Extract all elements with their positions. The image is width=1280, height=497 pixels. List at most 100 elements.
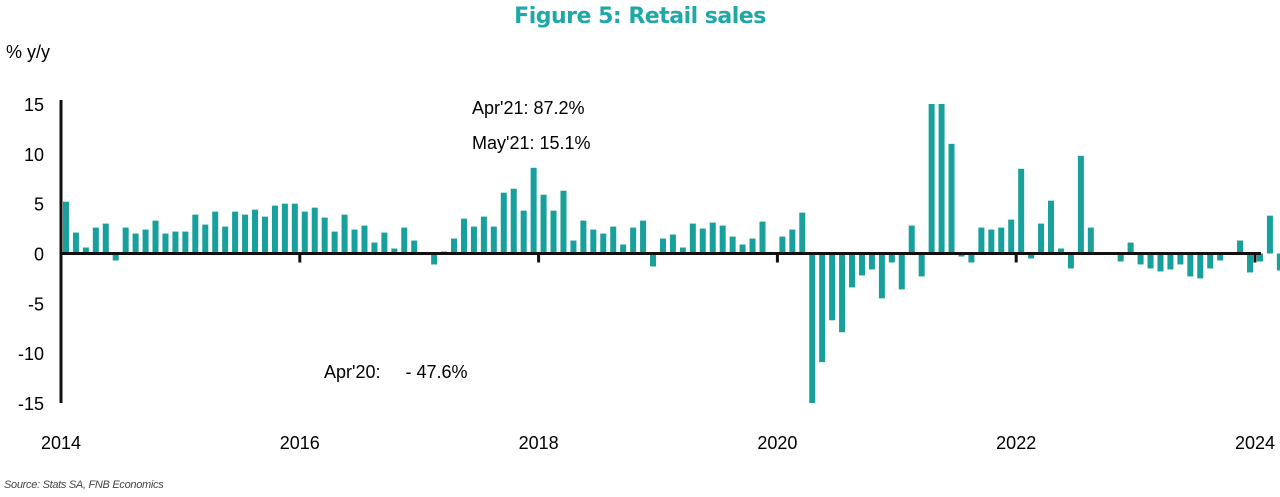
bar bbox=[729, 236, 736, 254]
bar bbox=[361, 225, 368, 254]
bar bbox=[1167, 253, 1174, 270]
bar bbox=[610, 226, 617, 254]
bar bbox=[918, 253, 925, 277]
bar bbox=[739, 244, 746, 254]
bar bbox=[451, 238, 458, 254]
bars-group bbox=[62, 104, 1280, 403]
bar bbox=[530, 167, 537, 254]
bar bbox=[520, 210, 527, 254]
bar bbox=[699, 228, 706, 254]
bar bbox=[978, 227, 985, 254]
bar bbox=[1127, 242, 1134, 254]
bar bbox=[281, 203, 288, 254]
annotation-apr21: Apr'21: 87.2% bbox=[472, 98, 585, 118]
annotation-may21: May'21: 15.1% bbox=[472, 133, 591, 153]
bar bbox=[182, 231, 189, 254]
bar bbox=[102, 223, 109, 254]
bar bbox=[1147, 253, 1154, 269]
bar bbox=[1177, 253, 1184, 265]
bar bbox=[1256, 253, 1263, 262]
bar bbox=[490, 226, 497, 254]
bar bbox=[1247, 253, 1254, 273]
bar bbox=[719, 225, 726, 254]
bar bbox=[998, 227, 1005, 254]
bar bbox=[162, 233, 169, 254]
bar bbox=[1207, 253, 1214, 269]
bar bbox=[858, 253, 865, 276]
y-tick-label: -15 bbox=[18, 394, 44, 414]
bar bbox=[1087, 227, 1094, 254]
y-tick-label: -5 bbox=[28, 294, 44, 314]
bar bbox=[839, 253, 846, 333]
bar bbox=[500, 192, 507, 254]
bar bbox=[72, 232, 79, 254]
bar bbox=[759, 221, 766, 254]
bar bbox=[988, 229, 995, 254]
bar bbox=[321, 217, 328, 254]
bar bbox=[898, 253, 905, 290]
bar bbox=[849, 253, 856, 288]
bar bbox=[510, 188, 517, 254]
bar bbox=[1048, 200, 1055, 254]
bar bbox=[1187, 253, 1194, 277]
bar bbox=[908, 225, 915, 254]
bar bbox=[1217, 253, 1224, 261]
bar bbox=[401, 227, 408, 254]
bar bbox=[351, 229, 358, 254]
bar bbox=[1276, 253, 1280, 271]
axes-group: 15 10 5 0 -5 -10 -15 2014 2016 2018 2020 2022 2024 bbox=[18, 95, 1275, 453]
bar bbox=[620, 244, 627, 254]
y-tick-label: 0 bbox=[34, 245, 44, 265]
bar bbox=[868, 253, 875, 270]
bar bbox=[152, 220, 159, 254]
bar bbox=[242, 214, 249, 254]
annotation-apr20: Apr'20: - 47.6% bbox=[324, 362, 468, 382]
bar bbox=[590, 229, 597, 254]
bar bbox=[1018, 168, 1025, 254]
bar bbox=[580, 220, 587, 254]
bar bbox=[291, 203, 298, 254]
bar bbox=[570, 240, 577, 254]
bar bbox=[669, 234, 676, 254]
x-tick-label: 2024 bbox=[1235, 433, 1275, 453]
x-tick-label: 2014 bbox=[41, 433, 81, 453]
bar bbox=[142, 229, 149, 254]
bar bbox=[1038, 223, 1045, 254]
bar bbox=[1117, 253, 1124, 262]
bar bbox=[968, 253, 975, 263]
bar bbox=[301, 211, 308, 254]
bar bbox=[779, 236, 786, 254]
bar bbox=[1028, 253, 1035, 259]
bar bbox=[192, 214, 199, 254]
bar bbox=[62, 201, 69, 254]
bar bbox=[470, 226, 477, 254]
bar bbox=[232, 211, 239, 254]
annotations-group: Apr'21: 87.2% May'21: 15.1% Apr'20: - 47… bbox=[324, 98, 591, 382]
bar bbox=[560, 190, 567, 254]
bar bbox=[630, 227, 637, 254]
bar bbox=[172, 231, 179, 254]
bar bbox=[819, 253, 826, 363]
y-tick-label: 5 bbox=[34, 195, 44, 215]
bar bbox=[341, 214, 348, 254]
bar bbox=[132, 233, 139, 254]
bar bbox=[112, 253, 119, 261]
bar bbox=[928, 104, 935, 254]
x-tick-label: 2020 bbox=[757, 433, 797, 453]
bar bbox=[749, 238, 756, 254]
bar bbox=[431, 253, 438, 265]
bar bbox=[550, 210, 557, 254]
bar bbox=[371, 242, 378, 254]
bar bbox=[1266, 215, 1273, 254]
bar bbox=[938, 104, 945, 254]
bar bbox=[222, 226, 229, 254]
bar bbox=[878, 253, 885, 299]
bar bbox=[311, 207, 318, 254]
source-note: Source: Stats SA, FNB Economics bbox=[4, 479, 164, 491]
bar bbox=[689, 223, 696, 254]
x-tick-label: 2016 bbox=[280, 433, 320, 453]
bar bbox=[650, 253, 657, 267]
bar bbox=[948, 143, 955, 254]
bar bbox=[381, 232, 388, 254]
